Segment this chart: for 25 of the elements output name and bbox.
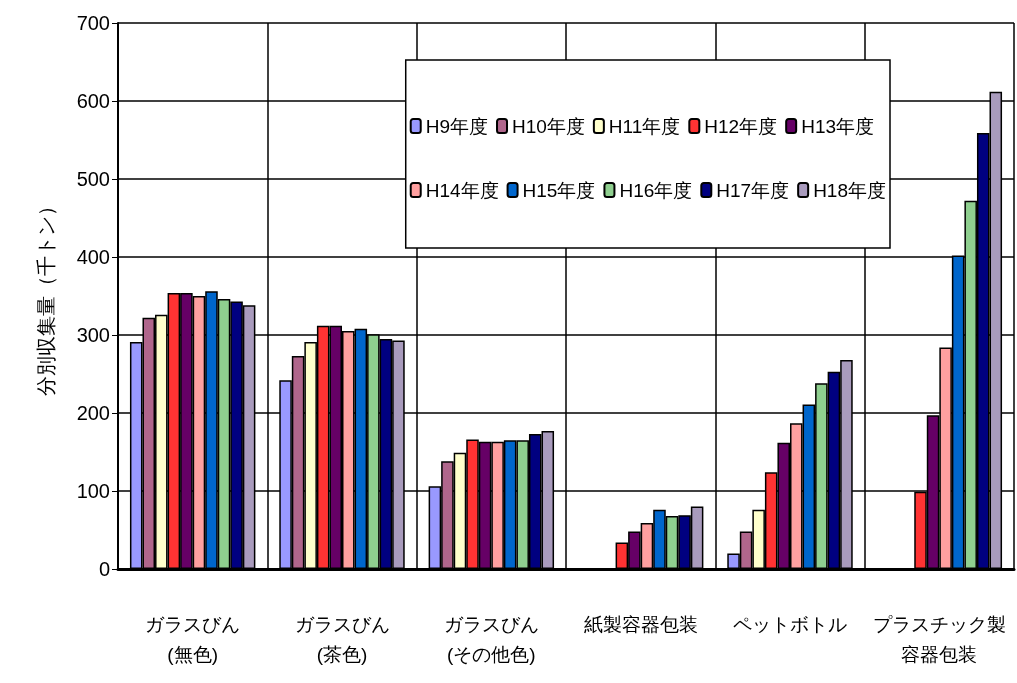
legend-label: H12年度: [704, 115, 778, 137]
y-tick-label: 700: [76, 12, 110, 34]
legend-label: H9年度: [425, 115, 489, 137]
legend-label: H13年度: [801, 115, 875, 137]
legend-label: H14年度: [425, 179, 499, 201]
legend-label: H11年度: [608, 115, 681, 137]
y-tick-label: 600: [76, 90, 110, 112]
y-tick-label: 300: [76, 324, 110, 346]
x-tick-label: プラスチック製容器包装: [872, 613, 1006, 665]
legend-label: H18年度: [813, 179, 886, 201]
y-axis-title: 分別収集量（千トン）: [35, 196, 57, 396]
y-tick-label: 400: [76, 246, 110, 268]
x-tick-label: ガラスびん (その他色): [443, 613, 539, 665]
legend-label: H15年度: [522, 179, 596, 201]
legend-label: H17年度: [716, 179, 790, 201]
y-tick-label: 200: [76, 402, 110, 424]
x-tick-label: ガラスびん (茶色): [294, 613, 390, 665]
legend-label: H16年度: [619, 179, 693, 201]
x-tick-label: 紙製容器包装: [583, 613, 698, 635]
x-tick-label: ペットボトル: [733, 613, 847, 635]
y-tick-label: 500: [76, 168, 110, 190]
y-tick-label: 100: [76, 480, 110, 502]
legend-label: H10年度: [512, 115, 585, 137]
y-tick-label: 0: [98, 558, 110, 580]
x-tick-label: ガラスびん (無色): [145, 613, 241, 665]
